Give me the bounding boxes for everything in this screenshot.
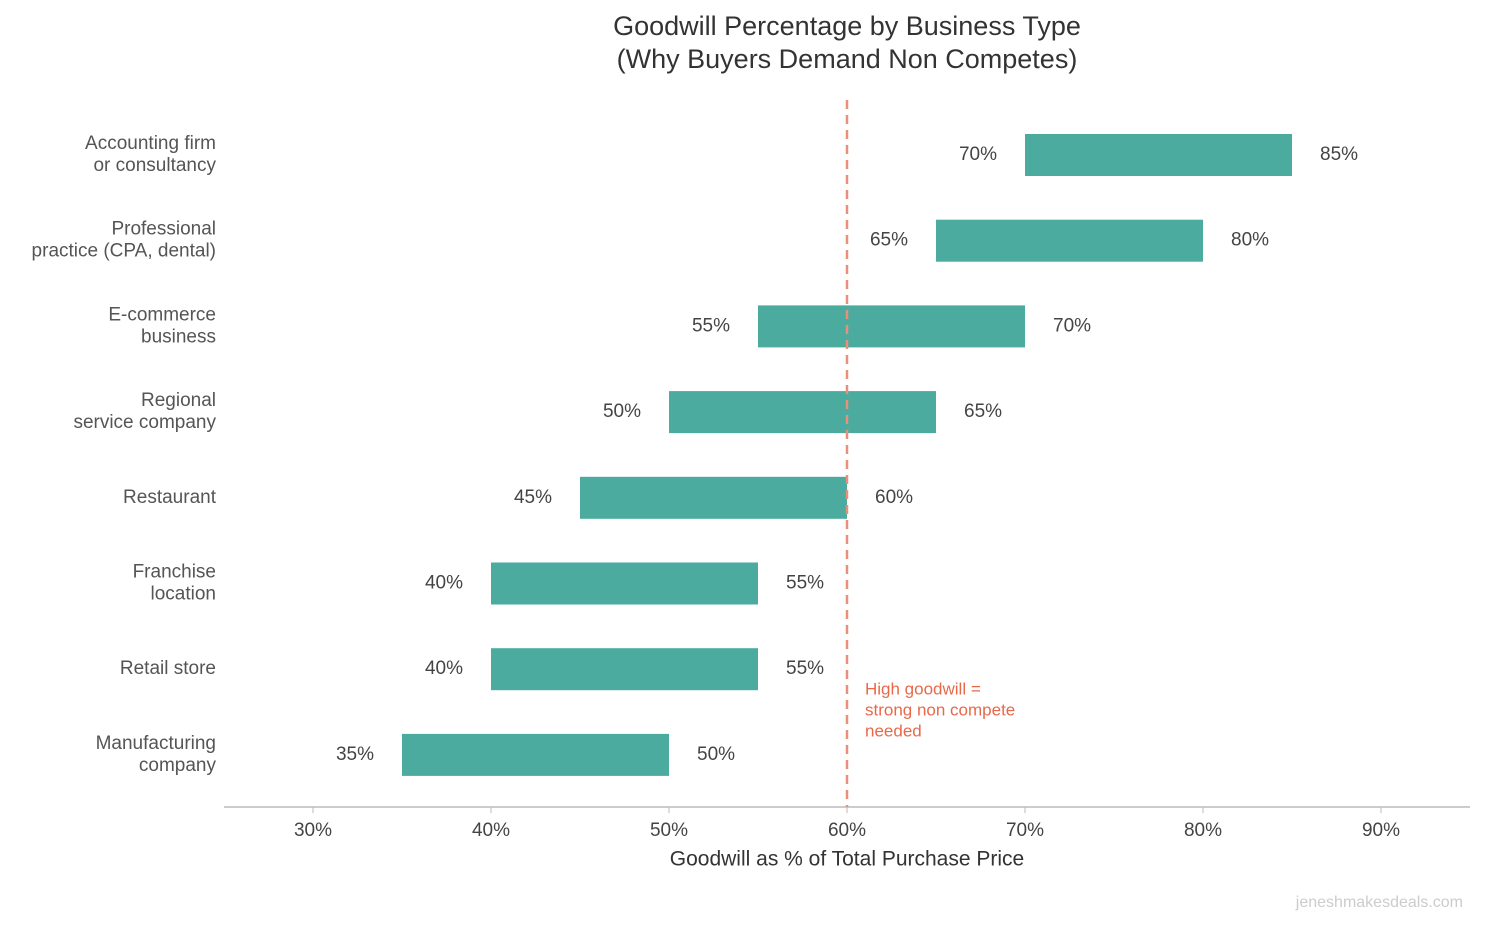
x-tick-label: 40% (472, 820, 510, 841)
y-tick-label: E-commerce (108, 304, 216, 325)
bar (936, 219, 1203, 262)
value-label: 50% (603, 401, 641, 422)
value-label: 35% (336, 744, 374, 765)
x-tick-label: 70% (1006, 820, 1044, 841)
x-tick-label: 60% (828, 820, 866, 841)
bar (580, 476, 847, 519)
bar (491, 562, 758, 605)
bar (1025, 134, 1292, 176)
x-tick-label: 80% (1184, 820, 1222, 841)
y-tick-label: practice (CPA, dental) (32, 241, 216, 262)
y-tick-label: company (139, 755, 217, 776)
chart-title: Goodwill Percentage by Business Type (613, 11, 1081, 41)
x-tick-label: 30% (294, 820, 332, 841)
annotation: High goodwill = (865, 679, 981, 698)
y-tick-label: Franchise (133, 562, 216, 583)
value-label: 65% (964, 401, 1002, 422)
bar (402, 733, 669, 776)
y-tick-label: Manufacturing (96, 733, 216, 754)
y-tick-label: Regional (141, 390, 216, 411)
x-axis-label: Goodwill as % of Total Purchase Price (670, 848, 1024, 871)
watermark: jeneshmakesdeals.com (1295, 894, 1463, 911)
value-label: 70% (959, 144, 997, 165)
bar (758, 305, 1025, 348)
value-label: 50% (697, 744, 735, 765)
value-label: 70% (1053, 315, 1091, 336)
y-tick-label: business (141, 326, 216, 347)
bar (491, 648, 758, 691)
y-tick-label: service company (73, 412, 216, 433)
annotation: needed (865, 721, 922, 740)
value-label: 40% (425, 573, 463, 594)
x-tick-label: 50% (650, 820, 688, 841)
bar (669, 391, 936, 434)
y-tick-label: or consultancy (93, 155, 216, 176)
y-tick-label: Retail store (120, 658, 216, 679)
value-label: 85% (1320, 144, 1358, 165)
y-tick-label: Accounting firm (85, 133, 216, 154)
value-label: 55% (692, 315, 730, 336)
chart-title: (Why Buyers Demand Non Competes) (617, 44, 1078, 74)
y-tick-label: Restaurant (123, 487, 217, 508)
value-label: 65% (870, 230, 908, 251)
value-label: 55% (786, 573, 824, 594)
value-label: 80% (1231, 230, 1269, 251)
value-label: 40% (425, 658, 463, 679)
annotation: strong non compete (865, 700, 1015, 719)
value-label: 55% (786, 658, 824, 679)
value-label: 45% (514, 487, 552, 508)
x-tick-label: 90% (1362, 820, 1400, 841)
y-tick-label: Professional (111, 219, 216, 240)
y-tick-label: location (151, 584, 217, 605)
value-label: 60% (875, 487, 913, 508)
